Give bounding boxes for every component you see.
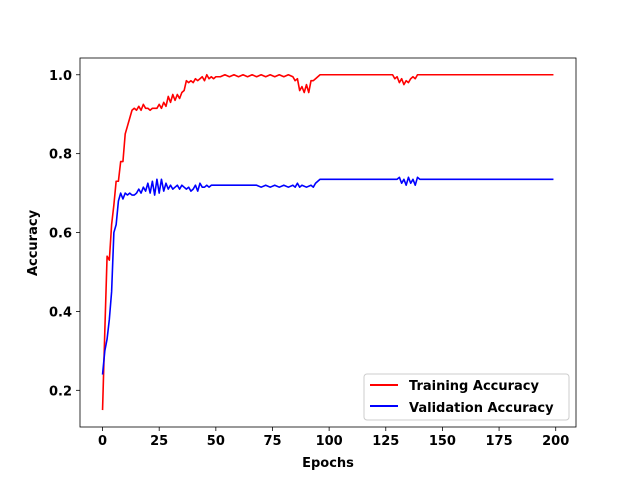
x-tick-label: 75 (263, 434, 281, 449)
series-layer (101, 73, 554, 411)
y-tick-label: 0.4 (49, 305, 72, 320)
y-axis-label: Accuracy (26, 209, 41, 276)
x-tick-label: 25 (150, 434, 168, 449)
y-tick-label: 0.6 (49, 227, 72, 242)
series-line-training (101, 73, 554, 411)
x-axis-label: Epochs (302, 456, 354, 471)
x-tick-label: 150 (429, 434, 456, 449)
y-tick-label: 1.0 (49, 69, 72, 84)
y-tick-label: 0.8 (49, 148, 72, 163)
plot-area (80, 58, 576, 427)
x-tick-label: 50 (207, 434, 225, 449)
y-axis-ticks: 0.2 0.4 0.6 0.8 1.0 (49, 69, 80, 399)
legend-box (363, 373, 570, 421)
x-tick-label: 175 (486, 434, 513, 449)
legend-label-validation: Validation Accuracy (409, 401, 554, 416)
y-tick-label: 0.2 (49, 384, 72, 399)
x-axis-ticks: 0 25 50 75 100 125 150 175 200 (98, 427, 569, 449)
legend: Training Accuracy Validation Accuracy (363, 373, 570, 421)
series-line-validation (101, 176, 554, 375)
x-tick-label: 0 (98, 434, 107, 449)
x-tick-label: 100 (316, 434, 343, 449)
x-tick-label: 200 (542, 434, 569, 449)
x-tick-label: 125 (372, 434, 399, 449)
legend-label-training: Training Accuracy (409, 379, 539, 394)
plot-frame (79, 57, 577, 428)
